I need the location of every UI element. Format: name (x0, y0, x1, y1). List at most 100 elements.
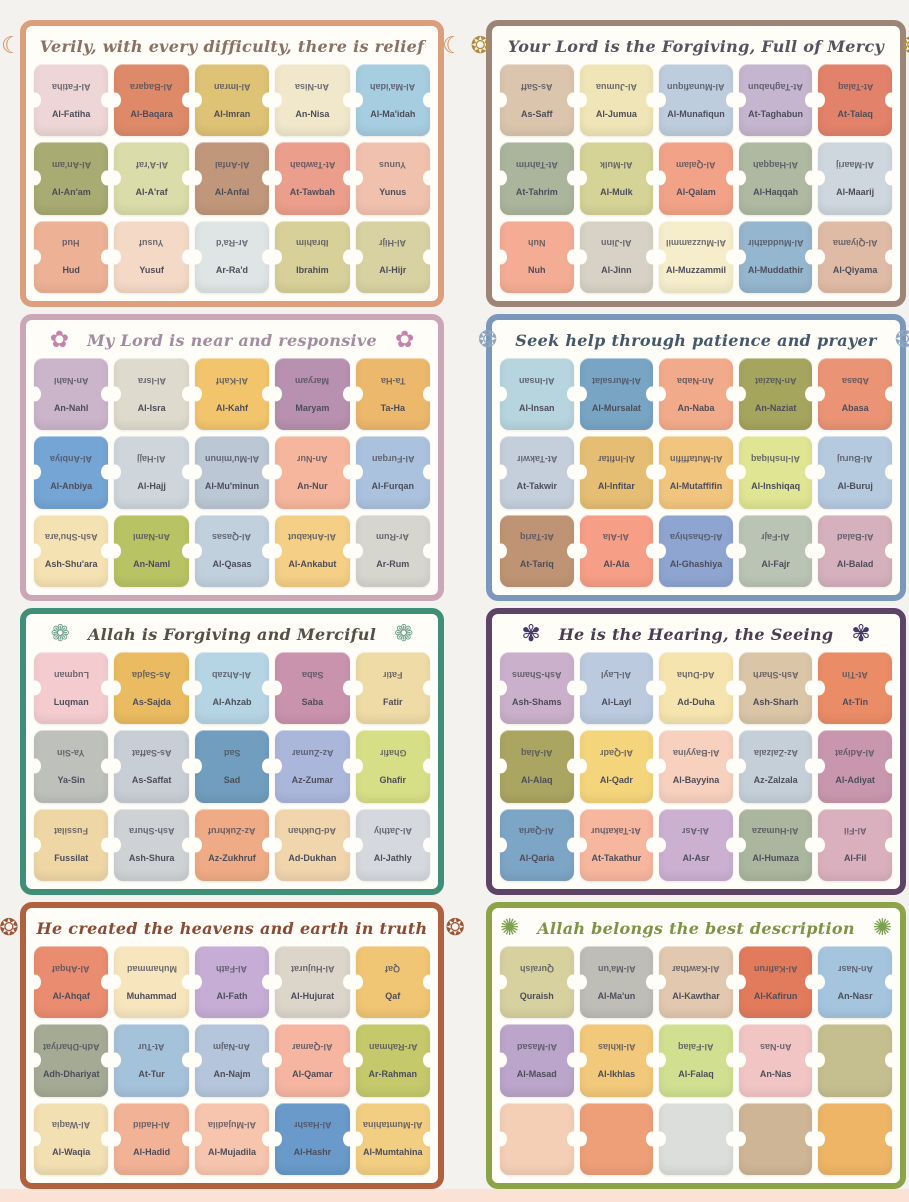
surah-name: Fussilat (54, 853, 89, 864)
surah-name-mirrored: Al-Ala (603, 532, 630, 543)
surah-card-grid: Ash-Shams Ash-Shams Al-Layl Al-Layl Ad-Duha A… (495, 652, 897, 881)
card-notch (574, 170, 587, 186)
card-notch (654, 170, 667, 186)
surah-card: An-Naml An-Naml (109, 514, 194, 587)
surah-name: Ar-Rahman (368, 1069, 418, 1080)
panel-forgiving-merciful: ❁ Allah is Forgiving and Merciful ❁ Luqm… (20, 608, 444, 895)
surah-name-mirrored: An-Nasr (837, 963, 873, 974)
surah-card: An-Nas An-Nas (733, 1024, 818, 1097)
card-notch (270, 170, 283, 186)
card-notch (29, 543, 41, 559)
panel-heavens-earth: ❂ He created the heavens and earth in tr… (0, 902, 465, 1189)
card-notch (813, 1131, 826, 1147)
card-notch (495, 1052, 507, 1068)
surah-name: Al-Kawthar (672, 990, 720, 1001)
surah-card: Ash-Shams Ash-Shams (495, 652, 579, 725)
blank-card (495, 1102, 579, 1175)
surah-card: Al-Ahzab Al-Ahzab (189, 652, 275, 725)
surah-name-mirrored: At-Talaq (837, 81, 873, 92)
card-notch (654, 837, 667, 853)
surah-card: Al-Haqqah Al-Haqqah (733, 142, 818, 215)
surah-name: At-Talaq (837, 108, 873, 119)
surah-name-mirrored: Al-Mutaffifin (669, 453, 723, 464)
surah-card: Al-Ikhlas Al-Ikhlas (574, 1024, 659, 1097)
surah-card: Al-Qasas Al-Qasas (189, 514, 275, 587)
surah-name: Al-Mutaffifin (669, 481, 723, 492)
card-notch (733, 1052, 746, 1068)
surah-name-mirrored: Al-Qalam (676, 159, 716, 170)
surah-card: At-Tawbah At-Tawbah (270, 142, 355, 215)
panel-header: ❁ Allah is Forgiving and Merciful ❁ (34, 616, 430, 652)
surah-name: Al-Buruj (837, 481, 873, 492)
surah-card: As-Saff As-Saff (495, 64, 579, 137)
surah-name: At-Tur (138, 1069, 165, 1080)
surah-name-mirrored: Al-Kafirun (753, 963, 798, 974)
surah-name: Al-Qamar (292, 1069, 333, 1080)
surah-name-mirrored: Luqman (53, 669, 89, 680)
card-notch (29, 758, 41, 774)
card-notch (29, 837, 41, 853)
surah-name: Al-Qasas (212, 559, 252, 570)
surah-name-mirrored: Al-Ankabut (288, 532, 337, 543)
card-notch (350, 837, 363, 853)
surah-name-mirrored: Al-Mulk (600, 159, 633, 170)
card-notch (423, 92, 435, 108)
card-notch (733, 680, 746, 696)
surah-name: Ash-Shu'ara (44, 559, 98, 570)
card-notch (733, 837, 746, 853)
panel-header: ☾ Verily, with every difficulty, there i… (1, 28, 463, 64)
panel-title: Your Lord is the Forgiving, Full of Merc… (507, 36, 885, 56)
surah-name: Al-Mujadila (207, 1147, 256, 1158)
surah-card: Al-Mumtahina Al-Mumtahina (350, 1102, 435, 1175)
surah-name: Al-Bayyina (672, 775, 720, 786)
gold-medallion-icon: ❂ (902, 34, 909, 58)
card-notch (495, 1131, 507, 1147)
card-notch (813, 680, 826, 696)
surah-card: Al-Ma'idah Al-Ma'idah (350, 64, 435, 137)
surah-card: Al-Maarij Al-Maarij (813, 142, 897, 215)
surah-name: Al-Inshiqaq (751, 481, 801, 492)
card-notch (423, 837, 435, 853)
surah-name-mirrored: Al-Mumtahina (363, 1120, 423, 1131)
surah-card: Al-Qaria Al-Qaria (495, 808, 579, 881)
panel-header: ❂ He created the heavens and earth in tr… (0, 910, 465, 946)
card-notch (884, 170, 897, 186)
surah-name: Al-Mursalat (591, 402, 641, 413)
surah-name-mirrored: An-Nahl (53, 375, 89, 386)
surah-name: At-Tariq (519, 559, 554, 570)
surah-name-mirrored: Al-Hashr (293, 1120, 332, 1131)
surah-name-mirrored: Al-Maarij (836, 159, 875, 170)
surah-card: Az-Zukhruf Az-Zukhruf (189, 808, 275, 881)
card-notch (350, 543, 363, 559)
surah-card: Al-Muzzammil Al-Muzzammil (654, 220, 738, 293)
surah-name: Al-Ma'un (597, 990, 636, 1001)
surah-card: At-Tariq At-Tariq (495, 514, 579, 587)
purple-rosette-icon: ✾ (521, 620, 541, 647)
surah-name: At-Taghabun (748, 108, 803, 119)
surah-name: Ar-Rum (376, 559, 410, 570)
surah-name: An-Naba (677, 402, 715, 413)
surah-name-mirrored: At-Takwir (516, 453, 557, 464)
card-notch (423, 170, 435, 186)
card-notch (733, 170, 746, 186)
card-notch (733, 249, 746, 265)
surah-name: An-Nahl (53, 402, 89, 413)
card-notch (733, 974, 746, 990)
card-notch (270, 386, 283, 402)
surah-name-mirrored: Al-Layl (601, 669, 632, 680)
surah-name-mirrored: Al-Hajj (137, 453, 166, 464)
card-notch (813, 464, 826, 480)
surah-name: At-Tawbah (289, 187, 336, 198)
surah-card-grid: Al-Insan Al-Insan Al-Mursalat Al-Mursalat An… (495, 358, 897, 587)
surah-card: Al-Kawthar Al-Kawthar (654, 946, 738, 1019)
surah-name-mirrored: Muhammad (126, 963, 177, 974)
surah-name: Al-Humaza (752, 853, 799, 864)
surah-name: At-Tin (842, 696, 869, 707)
card-notch (654, 1052, 667, 1068)
blank-card (813, 1024, 897, 1097)
card-notch (109, 92, 122, 108)
card-notch (574, 1131, 587, 1147)
surah-card: Muhammad Muhammad (109, 946, 194, 1019)
surah-card: Al-Mursalat Al-Mursalat (574, 358, 659, 431)
surah-card: Al-Mujadila Al-Mujadila (189, 1102, 275, 1175)
